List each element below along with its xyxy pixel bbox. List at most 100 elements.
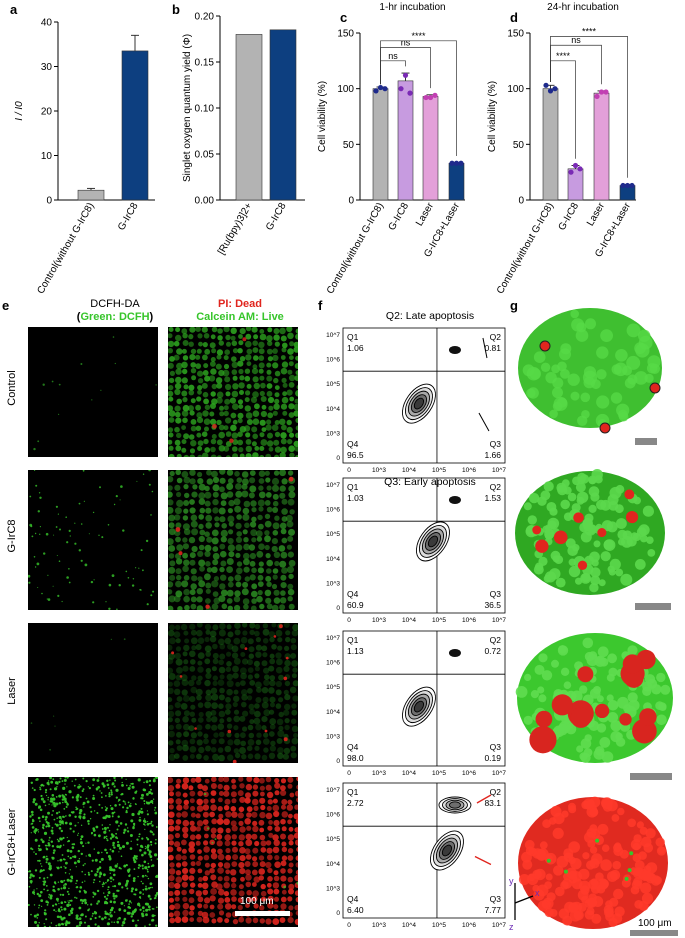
cell-dot	[226, 680, 234, 688]
cell-dot	[168, 506, 174, 514]
cell-dot	[101, 824, 104, 826]
cell-dot	[259, 390, 265, 397]
cell-dot	[93, 848, 96, 850]
cell-dot	[234, 629, 241, 636]
cell-dot	[168, 581, 174, 588]
spheroid-cell	[563, 512, 573, 521]
cell-dot	[259, 446, 265, 451]
cell-dot	[280, 582, 287, 589]
cell-dot	[176, 804, 183, 811]
cell-dot	[176, 574, 182, 581]
dead-region	[535, 710, 553, 728]
flow-xtick: 0	[347, 922, 351, 929]
cell-dot	[116, 921, 119, 924]
cell-dot	[268, 820, 273, 825]
cell-dot	[106, 894, 109, 897]
cell-dot	[198, 544, 205, 551]
cell-dot	[258, 875, 264, 881]
cell-dot	[295, 454, 298, 457]
cell-dot	[295, 910, 298, 916]
cell-dot	[58, 383, 61, 386]
cell-dot	[95, 825, 99, 829]
cell-dot	[273, 819, 280, 827]
cell-dot	[252, 896, 258, 902]
cell-dot	[122, 806, 125, 809]
cell-dot	[69, 822, 73, 826]
spheroid-cell	[640, 882, 652, 894]
cell-dot	[198, 523, 204, 530]
cell-dot	[77, 834, 79, 836]
cell-dot	[148, 853, 151, 856]
cell-dot	[142, 569, 144, 572]
cell-dot	[226, 598, 233, 604]
cell-dot	[46, 844, 48, 847]
cell-dot	[266, 882, 272, 888]
cell-dot	[287, 834, 295, 841]
cell-dot	[209, 630, 217, 638]
cell-dot	[259, 827, 265, 833]
cell-dot	[293, 346, 298, 353]
cell-dot	[40, 863, 42, 865]
title-c: 1-hr incubation	[379, 2, 445, 13]
cell-dot	[189, 623, 196, 630]
cell-dot	[75, 879, 78, 882]
cell-dot	[210, 454, 217, 457]
cell-dot	[75, 806, 77, 809]
cell-dot	[93, 579, 95, 581]
cell-dot	[49, 788, 52, 791]
cell-dot	[293, 440, 298, 447]
cell-dot	[273, 870, 279, 876]
cell-dot	[249, 552, 256, 560]
cell-dot	[31, 813, 34, 816]
cell-dot	[196, 805, 204, 812]
cell-dot	[67, 921, 71, 925]
q1-name: Q1	[347, 635, 359, 645]
cell-dot	[107, 886, 110, 889]
cell-dot	[80, 824, 83, 826]
cell-dot	[225, 811, 232, 818]
cell-dot	[125, 841, 129, 845]
cell-dot	[220, 536, 227, 543]
cell-dot	[293, 403, 298, 411]
spheroid-cell	[599, 737, 611, 748]
cell-dot	[138, 567, 140, 569]
cell-dot	[154, 914, 156, 917]
cell-dot	[97, 900, 100, 903]
cell-dot	[225, 869, 231, 875]
spheroid-cell	[550, 805, 562, 817]
cell-dot	[47, 799, 49, 801]
cell-dot	[174, 832, 181, 839]
cell-dot	[251, 833, 258, 840]
cell-dot	[66, 836, 68, 839]
cell-dot	[96, 889, 100, 893]
cell-dot	[197, 790, 204, 797]
cell-dot	[80, 913, 84, 917]
cell-dot	[218, 813, 224, 819]
cell-dot	[112, 894, 116, 898]
cell-dot	[80, 363, 83, 365]
cell-dot	[290, 644, 297, 651]
cell-dot	[106, 779, 109, 782]
cell-dot	[57, 888, 60, 891]
cell-dot	[274, 855, 280, 861]
datapoint-c	[453, 160, 460, 166]
spheroid-cell	[620, 573, 633, 586]
spheroid-cell	[612, 860, 621, 870]
cell-dot	[110, 880, 112, 883]
cell-dot	[73, 861, 77, 865]
cell-dot	[288, 445, 295, 452]
cell-dot	[122, 921, 126, 925]
cell-dot	[225, 431, 232, 437]
cell-dot	[231, 798, 237, 804]
cell-dot	[78, 858, 81, 860]
cell-dot	[75, 882, 77, 885]
spheroid-cell	[584, 513, 594, 523]
cell-dot	[218, 445, 225, 452]
cell-dot	[153, 778, 156, 781]
cell-dot	[155, 826, 158, 828]
cell-dot	[168, 740, 174, 746]
cell-dot	[210, 738, 217, 745]
cell-dot	[130, 890, 134, 893]
cell-dot	[218, 507, 226, 515]
cell-dot	[120, 485, 123, 488]
